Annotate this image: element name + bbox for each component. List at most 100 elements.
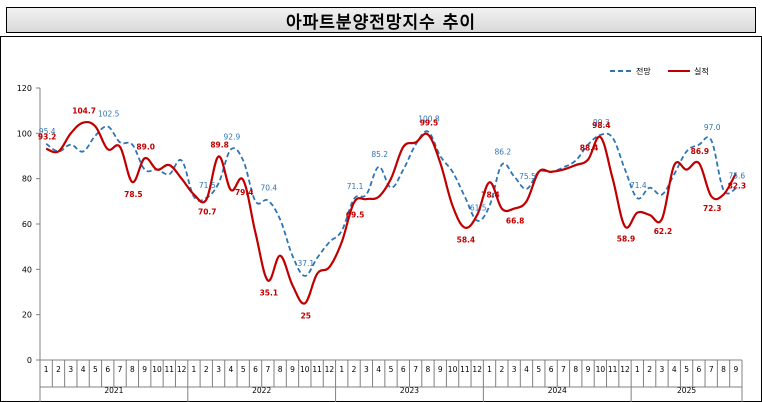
x-tick-label: 1 [44, 365, 49, 374]
y-tick-label: 100 [17, 129, 32, 138]
data-label: 72.3 [703, 204, 722, 213]
x-tick-label: 6 [105, 365, 110, 374]
data-label: 78.5 [124, 190, 143, 199]
x-tick-label: 7 [561, 365, 566, 374]
x-tick-label: 3 [68, 365, 73, 374]
x-tick-label: 12 [177, 365, 187, 374]
legend-label: 실적 [694, 66, 709, 76]
data-label: 89.0 [136, 142, 155, 151]
data-label: 85.2 [371, 150, 388, 159]
x-year-label: 2023 [400, 386, 419, 395]
data-label: 25 [301, 311, 311, 320]
x-tick-label: 3 [364, 365, 369, 374]
x-tick-label: 5 [241, 365, 246, 374]
x-tick-label: 12 [325, 365, 335, 374]
data-label: 58.4 [457, 236, 476, 245]
x-tick-label: 2 [499, 365, 504, 374]
x-tick-label: 1 [339, 365, 344, 374]
x-tick-label: 5 [93, 365, 98, 374]
x-tick-label: 11 [165, 365, 175, 374]
x-tick-label: 10 [596, 365, 606, 374]
x-tick-label: 12 [620, 365, 630, 374]
x-tick-label: 11 [312, 365, 322, 374]
data-label: 86.9 [691, 147, 710, 156]
y-tick-label: 80 [22, 175, 32, 184]
x-tick-label: 7 [118, 365, 123, 374]
y-tick-label: 20 [22, 311, 32, 320]
data-label: 71.5 [199, 181, 216, 190]
data-label: 92.9 [224, 132, 241, 141]
x-tick-label: 8 [721, 365, 726, 374]
data-label: 88.4 [580, 144, 599, 153]
data-label: 66.8 [506, 217, 525, 226]
data-label: 71.4 [630, 181, 647, 190]
x-tick-label: 3 [512, 365, 517, 374]
x-tick-label: 9 [290, 365, 295, 374]
x-tick-label: 4 [229, 365, 234, 374]
x-tick-label: 4 [376, 365, 381, 374]
x-tick-label: 8 [573, 365, 578, 374]
x-tick-label: 10 [300, 365, 310, 374]
chart-frame [0, 36, 762, 402]
chart-title: 아파트분양전망지수 추이 [6, 7, 756, 33]
x-tick-label: 10 [448, 365, 458, 374]
x-tick-label: 2 [647, 365, 652, 374]
data-label: 89.8 [210, 140, 229, 149]
x-tick-label: 9 [142, 365, 147, 374]
data-label: 99.3 [593, 118, 610, 127]
data-label: 82.3 [728, 181, 747, 190]
data-label: 97.0 [704, 123, 721, 132]
data-label: 70.4 [260, 183, 277, 192]
x-tick-label: 11 [608, 365, 618, 374]
x-tick-label: 6 [697, 365, 702, 374]
data-label: 70.7 [198, 208, 217, 217]
data-label: 69.5 [346, 210, 365, 219]
data-label: 100.8 [418, 115, 440, 124]
legend-label: 전망 [636, 66, 651, 76]
data-label: 35.1 [260, 288, 279, 297]
y-tick-label: 60 [22, 220, 32, 229]
x-tick-label: 1 [192, 365, 197, 374]
data-label: 75.6 [728, 172, 745, 181]
data-label: 98.4 [592, 121, 611, 130]
x-tick-label: 7 [709, 365, 714, 374]
x-tick-label: 11 [460, 365, 470, 374]
x-tick-label: 5 [389, 365, 394, 374]
x-tick-label: 1 [487, 365, 492, 374]
x-tick-label: 9 [733, 365, 738, 374]
x-tick-label: 5 [536, 365, 541, 374]
data-label: 58.9 [617, 234, 636, 243]
data-label: 62.2 [654, 227, 673, 236]
x-tick-label: 5 [684, 365, 689, 374]
x-tick-label: 6 [253, 365, 258, 374]
x-tick-label: 1 [635, 365, 640, 374]
y-tick-label: 0 [27, 356, 32, 365]
data-label: 78.4 [481, 190, 500, 199]
data-label: 99.5 [420, 118, 439, 127]
x-year-label: 2024 [548, 386, 567, 395]
x-tick-label: 8 [278, 365, 283, 374]
x-tick-label: 6 [549, 365, 554, 374]
y-tick-label: 120 [17, 84, 32, 93]
x-tick-label: 12 [472, 365, 482, 374]
x-tick-label: 2 [352, 365, 357, 374]
x-tick-label: 9 [586, 365, 591, 374]
data-label: 95.4 [39, 127, 56, 136]
data-label: 102.5 [98, 110, 120, 119]
x-tick-label: 3 [660, 365, 665, 374]
x-tick-label: 9 [438, 365, 443, 374]
data-label: 61.5 [470, 204, 487, 213]
x-tick-label: 4 [672, 365, 677, 374]
x-year-label: 2021 [104, 386, 123, 395]
x-tick-label: 2 [204, 365, 209, 374]
x-tick-label: 7 [265, 365, 270, 374]
x-tick-label: 7 [413, 365, 418, 374]
data-label: 37.1 [297, 259, 314, 268]
x-tick-label: 6 [401, 365, 406, 374]
x-tick-label: 4 [524, 365, 529, 374]
x-tick-label: 2 [56, 365, 61, 374]
x-tick-label: 3 [216, 365, 221, 374]
x-year-label: 2025 [677, 386, 696, 395]
data-label: 75.5 [519, 172, 536, 181]
